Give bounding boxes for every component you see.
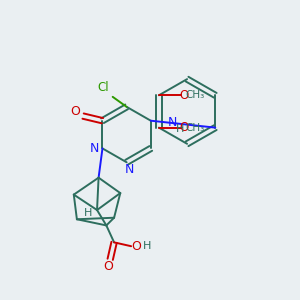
Text: H: H [176,124,184,134]
Text: O: O [180,121,189,134]
Text: N: N [124,164,134,176]
Text: O: O [104,260,114,274]
Text: CH₃: CH₃ [186,123,205,133]
Text: O: O [70,105,80,118]
Text: H: H [142,241,151,251]
Text: Cl: Cl [98,81,109,94]
Text: O: O [132,240,142,253]
Text: N: N [90,142,99,155]
Text: H: H [84,208,92,218]
Text: CH₃: CH₃ [186,90,205,100]
Text: N: N [167,116,177,129]
Text: O: O [180,89,189,102]
